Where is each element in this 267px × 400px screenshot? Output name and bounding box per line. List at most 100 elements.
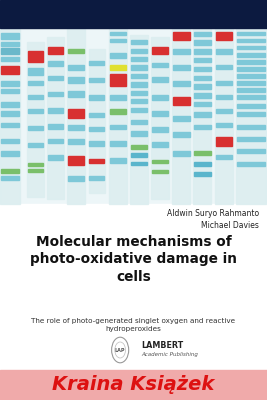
Bar [110, 95, 126, 100]
Bar [110, 53, 126, 58]
Bar [48, 61, 63, 66]
Bar [28, 81, 43, 85]
Bar [68, 109, 84, 118]
Bar [89, 113, 104, 117]
Bar [194, 40, 211, 45]
Bar [68, 91, 84, 97]
Bar [110, 141, 126, 146]
Bar [237, 88, 265, 92]
Bar [237, 46, 265, 50]
Bar [131, 82, 147, 86]
Bar [216, 32, 232, 40]
Bar [194, 32, 211, 36]
Bar [216, 155, 232, 159]
Bar [216, 81, 232, 85]
Bar [173, 97, 190, 105]
Bar [237, 81, 265, 85]
Bar [152, 111, 168, 116]
Bar [237, 104, 265, 108]
Bar [110, 32, 126, 35]
Bar [173, 132, 190, 137]
Bar [216, 49, 232, 54]
Bar [89, 127, 104, 131]
Bar [48, 76, 63, 80]
Bar [237, 67, 265, 70]
Bar [237, 162, 265, 166]
Bar [216, 137, 232, 146]
Bar [68, 156, 84, 165]
Bar [152, 170, 168, 173]
Bar [27, 42, 44, 197]
Bar [173, 151, 190, 156]
Bar [130, 35, 148, 204]
Bar [28, 169, 43, 172]
Bar [194, 151, 211, 155]
Bar [194, 67, 211, 71]
Bar [28, 109, 43, 113]
Bar [193, 28, 211, 204]
Bar [131, 74, 147, 78]
Bar [173, 32, 190, 40]
Bar [89, 159, 104, 163]
Bar [28, 68, 43, 75]
Bar [110, 109, 126, 114]
Bar [194, 93, 211, 98]
Bar [172, 28, 190, 204]
Bar [89, 78, 104, 82]
Bar [236, 28, 266, 204]
Text: Kraina Książek: Kraina Książek [52, 376, 215, 394]
Bar [89, 95, 104, 100]
Bar [216, 109, 232, 113]
Bar [152, 63, 168, 67]
Bar [48, 155, 63, 160]
Bar [47, 37, 64, 199]
Bar [131, 40, 147, 44]
Bar [67, 28, 85, 204]
Bar [1, 57, 19, 62]
Bar [110, 158, 126, 163]
Text: The role of photo-generated singlet oxygen and reactive
hydroperoxides: The role of photo-generated singlet oxyg… [32, 318, 235, 332]
Bar [1, 123, 19, 128]
Bar [68, 77, 84, 82]
Bar [1, 102, 19, 107]
Bar [1, 33, 19, 38]
Bar [131, 153, 147, 157]
Bar [237, 32, 265, 35]
Bar [1, 176, 19, 180]
Bar [131, 48, 147, 53]
Bar [194, 172, 211, 176]
Bar [28, 51, 43, 62]
Bar [152, 160, 168, 164]
Bar [131, 66, 147, 70]
Bar [194, 76, 211, 80]
Bar [0, 28, 267, 204]
Bar [152, 77, 168, 82]
Bar [28, 163, 43, 166]
Bar [0, 0, 267, 28]
Bar [194, 58, 211, 62]
Bar [89, 176, 104, 180]
Bar [194, 84, 211, 89]
Bar [216, 65, 232, 69]
Bar [194, 112, 211, 117]
Bar [151, 37, 169, 199]
Bar [110, 125, 126, 129]
Bar [1, 81, 19, 86]
Bar [48, 139, 63, 143]
Bar [237, 38, 265, 42]
Bar [110, 74, 126, 86]
Bar [1, 48, 19, 54]
Bar [48, 108, 63, 112]
Bar [68, 125, 84, 130]
Bar [1, 89, 19, 93]
Text: Aldwin Suryo Rahmanto
Michael Davies: Aldwin Suryo Rahmanto Michael Davies [167, 209, 259, 230]
Bar [68, 176, 84, 181]
Bar [237, 150, 265, 153]
Bar [1, 42, 19, 46]
Bar [173, 65, 190, 70]
Text: LAP: LAP [115, 348, 125, 352]
Bar [48, 124, 63, 129]
Bar [131, 145, 147, 148]
Bar [194, 49, 211, 54]
Bar [48, 92, 63, 96]
